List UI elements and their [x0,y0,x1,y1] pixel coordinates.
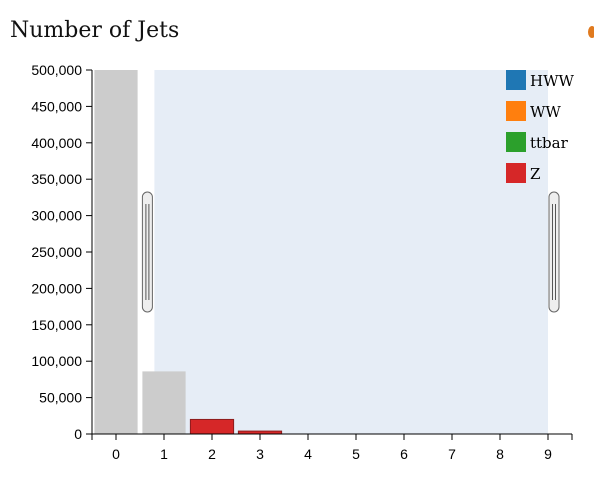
bar-Z-2 [189,418,235,435]
legend-label-WW: WW [530,103,561,121]
brush-layer[interactable] [154,70,548,434]
x-tick-label: 2 [208,446,216,462]
chart-title: Number of Jets [10,18,180,43]
legend-swatch-WW [506,101,526,121]
bars-group [94,70,283,435]
x-axis: 0 1 2 3 4 5 6 7 8 9 [91,433,573,462]
y-tick-label: 250,000 [31,244,82,260]
legend-swatch-HWW [506,70,526,90]
x-tick-label: 4 [304,446,312,462]
x-tick-label: 6 [400,446,408,462]
bar-total-0 [94,70,138,434]
brush-handle-left[interactable] [141,191,153,313]
brush-handle-right[interactable] [548,191,560,313]
y-tick-label: 500,000 [31,62,82,78]
partial-legend-swatch [588,26,594,38]
legend-label-ttbar: ttbar [530,134,569,152]
legend-swatch-ttbar [506,132,526,152]
x-tick-label: 0 [112,446,120,462]
y-tick-label: 200,000 [31,280,82,296]
bar-total-1 [142,371,186,434]
y-tick-label: 100,000 [31,353,82,369]
x-tick-label: 8 [496,446,504,462]
y-tick-label: 400,000 [31,135,82,151]
legend-label-HWW: HWW [530,72,574,90]
x-tick-label: 9 [544,446,552,462]
y-tick-label: 350,000 [31,171,82,187]
legend: HWW WW ttbar Z [506,70,574,183]
x-tick-label: 3 [256,446,264,462]
x-tick-label: 1 [160,446,168,462]
y-tick-label: 150,000 [31,317,82,333]
brush-handles[interactable] [141,191,560,313]
y-tick-label: 50,000 [39,390,82,406]
y-tick-label: 450,000 [31,98,82,114]
x-tick-label: 7 [448,446,456,462]
x-tick-label: 5 [352,446,360,462]
brush-selection[interactable] [154,70,548,434]
legend-label-Z: Z [530,165,540,183]
y-tick-label: 300,000 [31,208,82,224]
y-tick-label: 0 [74,426,82,442]
legend-swatch-Z [506,163,526,183]
y-axis: 0 50,000 100,000 150,000 200,000 250,000 300,0… [31,62,93,442]
